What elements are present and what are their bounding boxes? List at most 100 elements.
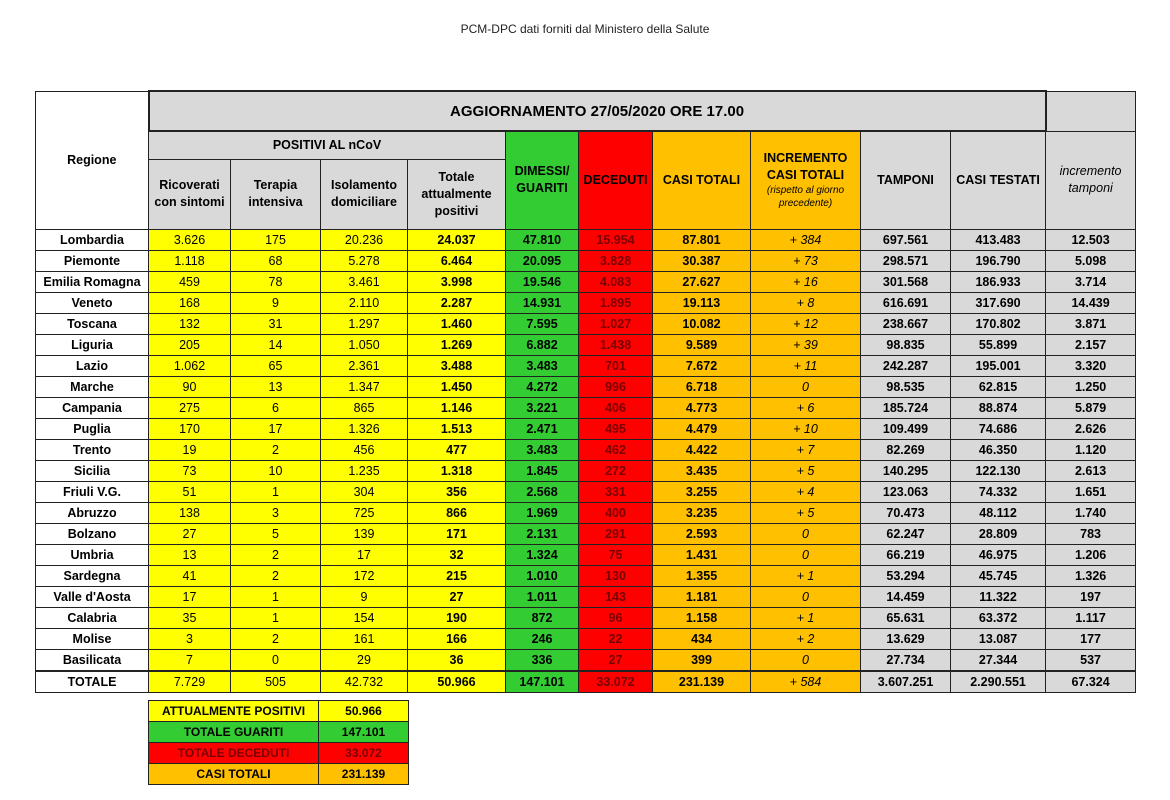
table-cell: 172 — [320, 564, 408, 587]
table-cell: 1.651 — [1045, 480, 1137, 503]
table-cell: 331 — [578, 480, 653, 503]
table-cell: 1.117 — [1045, 606, 1137, 629]
table-cell: 783 — [1045, 522, 1137, 545]
table-cell: 27.734 — [860, 648, 951, 671]
table-cell: Veneto — [35, 291, 149, 314]
table-cell: 19 — [148, 438, 231, 461]
table-cell: 9.589 — [652, 333, 751, 356]
table-cell: 74.332 — [949, 480, 1047, 503]
table-cell: 301.568 — [860, 270, 951, 293]
table-cell: 88.874 — [949, 396, 1047, 419]
summary-row: TOTALE DECEDUTI 33.072 — [148, 742, 409, 764]
table-cell: 701 — [578, 354, 653, 377]
table-cell: 865 — [320, 396, 408, 419]
table-row: Campania 275 6 865 1.146 3.221 406 4.773 + 6 185.… — [35, 396, 1137, 419]
summary-cell: ATTUALMENTE POSITIVI — [148, 700, 319, 722]
table-cell: 477 — [407, 438, 506, 461]
table-cell: 866 — [407, 501, 506, 524]
table-cell: 291 — [578, 522, 653, 545]
table-cell: 1.845 — [505, 459, 579, 482]
table-cell: 7.595 — [505, 312, 579, 335]
table-cell: Basilicata — [35, 648, 149, 671]
table-cell: 3.435 — [652, 459, 751, 482]
table-cell: + 5 — [750, 459, 861, 482]
table-row: Puglia 170 17 1.326 1.513 2.471 495 4.479 + 10 10… — [35, 417, 1137, 440]
table-cell: 96 — [578, 606, 653, 629]
table-row: Friuli V.G. 51 1 304 356 2.568 331 3.255 + 4 123.… — [35, 480, 1137, 503]
header-cell: DIMESSI/ GUARITI — [505, 130, 579, 230]
table-cell: + 584 — [750, 669, 861, 693]
table-cell: 0 — [750, 543, 861, 566]
table-cell: 168 — [148, 291, 231, 314]
table-cell: Molise — [35, 627, 149, 650]
table-cell: 186.933 — [949, 270, 1047, 293]
table-cell: 298.571 — [860, 249, 951, 272]
table-cell: 3.320 — [1045, 354, 1137, 377]
table-cell: Sardegna — [35, 564, 149, 587]
table-cell: 1 — [230, 606, 321, 629]
table-cell: 6 — [230, 396, 321, 419]
table-cell: + 8 — [750, 291, 861, 314]
table-cell: 2.471 — [505, 417, 579, 440]
header-cell: TAMPONI — [860, 130, 951, 230]
table-cell: 27 — [578, 648, 653, 671]
table-cell: 3.714 — [1045, 270, 1137, 293]
table-row: TOTALE 7.729 505 42.732 50.966 147.101 33.072 2… — [35, 669, 1137, 693]
table-cell: + 2 — [750, 627, 861, 650]
table-row: Liguria 205 14 1.050 1.269 6.882 1.438 9.589 + 3… — [35, 333, 1137, 356]
table-cell: 31 — [230, 312, 321, 335]
table-cell: 537 — [1045, 648, 1137, 671]
table-cell: 30.387 — [652, 249, 751, 272]
table-cell: + 39 — [750, 333, 861, 356]
header-cell: Terapia intensiva — [230, 158, 321, 230]
table-cell: 0 — [750, 375, 861, 398]
table-cell: 2 — [230, 438, 321, 461]
table-cell: 19.546 — [505, 270, 579, 293]
table-cell: 7.672 — [652, 354, 751, 377]
table-cell: 246 — [505, 627, 579, 650]
header-cell: POSITIVI AL nCoV — [148, 130, 506, 160]
table-cell: 1.146 — [407, 396, 506, 419]
table-cell: 3.221 — [505, 396, 579, 419]
table-cell: 98.535 — [860, 375, 951, 398]
table-cell: 24.037 — [407, 228, 506, 251]
table-cell: 65 — [230, 354, 321, 377]
table-cell: 68 — [230, 249, 321, 272]
table-row: Sicilia 73 10 1.235 1.318 1.845 272 3.435 + 5 140… — [35, 459, 1137, 482]
table-cell: 1.969 — [505, 501, 579, 524]
table-cell: 5.098 — [1045, 249, 1137, 272]
table-cell: + 6 — [750, 396, 861, 419]
table-cell: + 16 — [750, 270, 861, 293]
table-cell: 1.460 — [407, 312, 506, 335]
table-cell: 17 — [148, 585, 231, 608]
header-cell: Isolamento domiciliare — [320, 158, 408, 230]
table-cell: 62.247 — [860, 522, 951, 545]
table-cell: 3.626 — [148, 228, 231, 251]
table-cell: 27.344 — [949, 648, 1047, 671]
table-cell: 14.931 — [505, 291, 579, 314]
header-cell: Ricoverati con sintomi — [148, 158, 231, 230]
table-cell: 123.063 — [860, 480, 951, 503]
table-cell: Marche — [35, 375, 149, 398]
table-cell: 13.629 — [860, 627, 951, 650]
table-cell: Abruzzo — [35, 501, 149, 524]
table-cell: 4.422 — [652, 438, 751, 461]
table-cell: 356 — [407, 480, 506, 503]
table-cell: 2.568 — [505, 480, 579, 503]
table-cell: 175 — [230, 228, 321, 251]
table-cell: 13 — [148, 543, 231, 566]
table-cell: 6.464 — [407, 249, 506, 272]
table-row: Abruzzo 138 3 725 866 1.969 400 3.235 + 5 70.473 4… — [35, 501, 1137, 524]
table-cell: 12.503 — [1045, 228, 1137, 251]
table-cell: 98.835 — [860, 333, 951, 356]
table-cell: 1.324 — [505, 543, 579, 566]
table-cell: Campania — [35, 396, 149, 419]
table-row: Trento 19 2 456 477 3.483 462 4.422 + 7 82.269 46.… — [35, 438, 1137, 461]
table-row: Lazio 1.062 65 2.361 3.488 3.483 701 7.672 + 11 2… — [35, 354, 1137, 377]
table-cell: 2 — [230, 564, 321, 587]
table-cell: 6.882 — [505, 333, 579, 356]
table-cell: 1.062 — [148, 354, 231, 377]
table-cell: 15.954 — [578, 228, 653, 251]
table-cell: 1.250 — [1045, 375, 1137, 398]
table-cell: 1.326 — [320, 417, 408, 440]
